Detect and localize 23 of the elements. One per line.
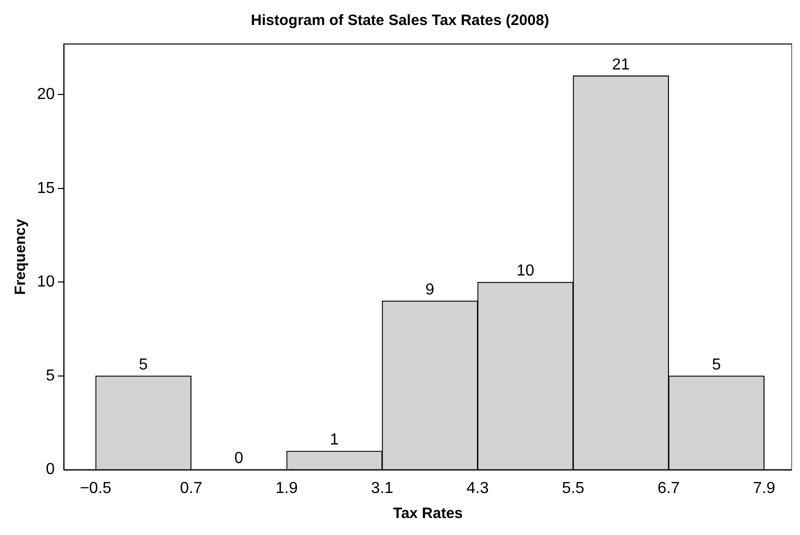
y-tick-label: 0 [46, 461, 55, 478]
x-tick-label: 5.5 [562, 480, 584, 497]
data-label: 9 [425, 281, 434, 298]
y-tick-label: 10 [37, 274, 55, 291]
x-tick-label: 7.9 [753, 480, 776, 497]
x-tick-label: 0.7 [180, 480, 202, 497]
y-axis-title: Frequency [12, 218, 30, 295]
x-tick-label: 3.1 [371, 480, 394, 497]
data-label: 5 [712, 356, 721, 374]
x-axis-title: Tax Rates [393, 505, 463, 522]
y-tick-label: 15 [37, 180, 55, 197]
x-tick-label: 4.3 [466, 480, 489, 497]
data-label: 5 [138, 356, 148, 374]
x-tick-label: 1.9 [276, 480, 298, 497]
x-tick-label: 6.7 [658, 480, 680, 497]
x-tick-label: −0.5 [80, 480, 112, 497]
data-label: 10 [516, 262, 534, 280]
y-tick-label: 5 [46, 367, 55, 384]
y-tick-label: 20 [37, 86, 55, 104]
data-label: 0 [234, 450, 244, 468]
data-label: 1 [330, 431, 339, 448]
data-label: 21 [612, 56, 630, 74]
chart-title: Histogram of State Sales Tax Rates (2008) [250, 12, 550, 30]
